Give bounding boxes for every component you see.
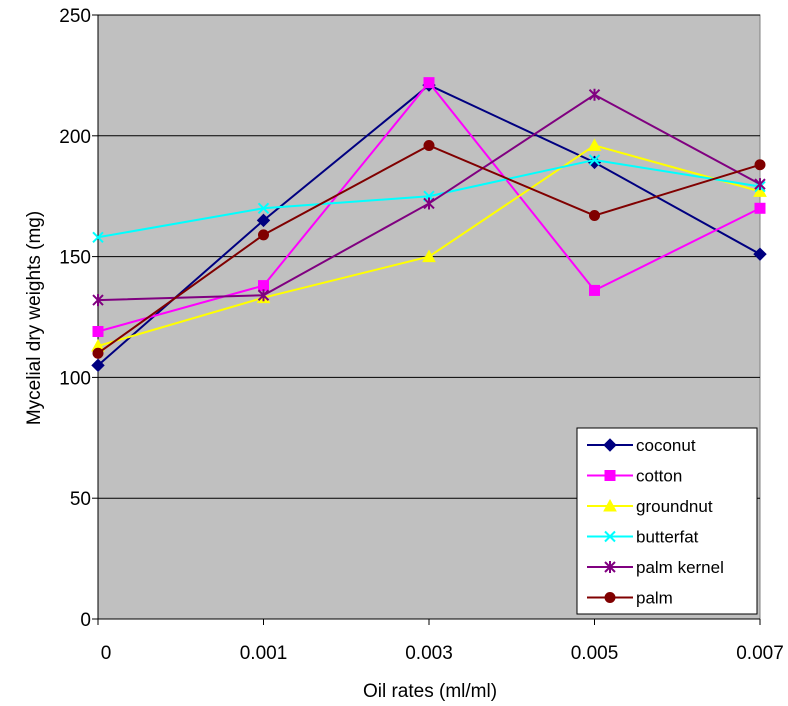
data-point-palm [589,210,600,222]
y-axis-label: Mycelial dry weights (mg) [24,211,45,425]
y-tick-label: 150 [59,248,91,269]
x-axis-label: Oil rates (ml/ml) [363,681,497,702]
x-tick-label: 0.005 [571,643,619,664]
data-point-coconut [753,247,767,261]
x-tick-label: 0.007 [736,643,784,664]
legend-label-cotton: cotton [636,467,682,486]
data-point-groundnut [587,138,602,151]
legend-label-groundnut: groundnut [636,497,713,516]
data-point-coconut [91,358,105,373]
legend-marker-coconut [603,438,617,452]
y-tick-label: 200 [59,127,91,148]
data-point-palm [423,139,435,151]
data-point-cotton [92,325,104,337]
data-point-coconut [256,213,271,228]
y-tick-label: 100 [59,368,91,389]
data-point-butterfat [92,231,104,243]
data-point-palm [92,347,104,359]
data-point-palm [754,159,766,171]
data-point-palm [258,229,269,241]
legend-marker-butterfat [604,530,616,543]
data-point-palm-kernel [257,289,270,302]
data-point-cotton [589,284,600,296]
x-tick-label: 0 [101,643,112,664]
data-point-butterfat [588,154,601,166]
legend-label-palm-kernel: palm kernel [636,558,724,577]
y-tick-label: 250 [59,6,91,27]
legend-marker-cotton [604,470,616,481]
data-point-groundnut [422,249,436,263]
legend-box [576,427,758,615]
legend-label-butterfat: butterfat [636,528,699,547]
legend-label-coconut: coconut [636,436,696,455]
legend-marker-palm [604,592,616,603]
data-point-cotton [423,77,435,89]
x-tick-label: 0.001 [240,643,288,664]
legend-marker-groundnut [603,498,617,512]
data-point-palm-kernel [92,294,104,307]
y-tick-label: 50 [70,489,91,510]
legend-label-palm: palm [636,589,673,608]
data-point-palm-kernel [588,88,601,101]
data-point-cotton [258,280,269,292]
x-tick-label: 0.003 [405,643,453,664]
y-tick-label: 0 [80,610,91,631]
data-point-palm-kernel [423,197,435,210]
legend-marker-palm-kernel [604,561,616,573]
data-point-palm-kernel [754,178,766,191]
data-point-cotton [754,202,766,214]
data-point-butterfat [257,202,270,214]
